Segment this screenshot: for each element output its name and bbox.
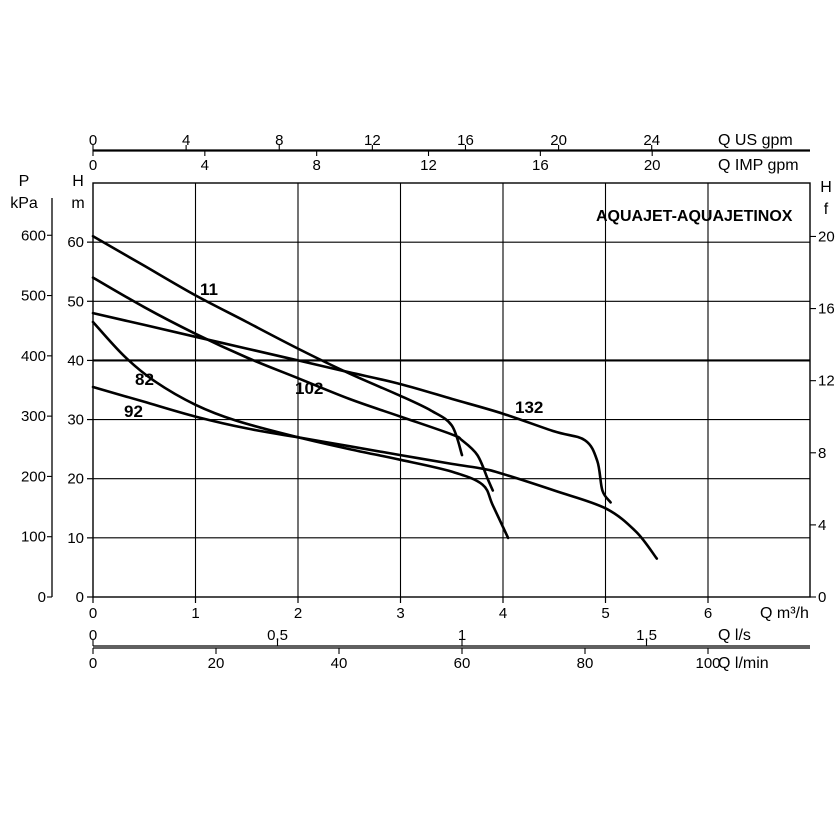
secondary-x-tick-label: 40: [331, 655, 348, 672]
x-tick-label: 6: [704, 605, 712, 622]
secondary-x-tick-label: 0,5: [267, 627, 288, 644]
feet-axis-label-bottom: f: [824, 201, 829, 218]
feet-tick-label: 12: [818, 373, 835, 390]
x-tick-label: 1: [191, 605, 199, 622]
series-line-82: [91, 320, 510, 540]
y-tick-label: 20: [67, 471, 84, 488]
curve-label-132: 132: [515, 398, 543, 417]
kpa-axis-label-top: P: [19, 173, 30, 190]
secondary-x-tick-label: 16: [532, 157, 549, 174]
kpa-tick-label: 500: [21, 288, 46, 305]
secondary-x-tick-label: 60: [454, 655, 471, 672]
kpa-axis-label-bottom: kPa: [10, 195, 38, 212]
chart-title: AQUAJET-AQUAJETINOX: [596, 208, 793, 225]
x-tick-label: 3: [396, 605, 404, 622]
secondary-x-tick-label: 16: [457, 132, 474, 149]
secondary-x-tick-label: 0: [89, 157, 97, 174]
secondary-x-tick-label: 0: [89, 132, 97, 149]
y-axis-label-bottom: m: [71, 195, 84, 212]
curve-label-92: 92: [124, 402, 143, 421]
plot-grid: [93, 183, 810, 597]
kpa-tick-label: 100: [21, 529, 46, 546]
curve-label-11: 11: [200, 280, 218, 299]
secondary-x-axis-label: Q IMP gpm: [718, 157, 799, 174]
secondary-x-tick-label: 20: [644, 157, 661, 174]
kpa-tick-label: 200: [21, 468, 46, 485]
feet-tick-label: 8: [818, 445, 826, 462]
kpa-tick-label: 300: [21, 408, 46, 425]
secondary-x-tick-label: 4: [182, 132, 190, 149]
x-tick-label: 4: [499, 605, 507, 622]
secondary-x-tick-label: 4: [201, 157, 209, 174]
series-line-102: [91, 276, 495, 492]
series-line-92: [91, 385, 659, 560]
x-tick-label: 0: [89, 605, 97, 622]
y-tick-label: 30: [67, 412, 84, 429]
kpa-tick-label: 0: [38, 589, 46, 606]
series-line-11: [91, 234, 464, 457]
y-tick-label: 10: [67, 530, 84, 547]
x-tick-label: 5: [601, 605, 609, 622]
x-tick-label: 2: [294, 605, 302, 622]
plot-frame: [47, 145, 816, 654]
y-axis-label-top: H: [72, 173, 84, 190]
kpa-tick-label: 600: [21, 227, 46, 244]
feet-tick-label: 4: [818, 517, 826, 534]
secondary-x-tick-label: 8: [313, 157, 321, 174]
secondary-x-tick-label: 0: [89, 655, 97, 672]
feet-tick-label: 16: [818, 301, 835, 318]
curve-label-102: 102: [295, 379, 323, 398]
series-line-132: [91, 311, 612, 504]
y-tick-label: 50: [67, 293, 84, 310]
curve-label-82: 82: [135, 370, 154, 389]
secondary-x-tick-label: 12: [420, 157, 437, 174]
secondary-x-axis-label: Q US gpm: [718, 132, 793, 149]
kpa-tick-label: 400: [21, 348, 46, 365]
plot-border: [92, 182, 811, 598]
secondary-x-tick-label: 1: [458, 627, 466, 644]
feet-axis-label-top: H: [820, 179, 832, 196]
feet-tick-label: 0: [818, 589, 826, 606]
secondary-x-tick-label: 1,5: [636, 627, 657, 644]
secondary-x-axis-label: Q l/min: [718, 655, 769, 672]
feet-tick-label: 20: [818, 228, 835, 245]
y-tick-label: 0: [76, 589, 84, 606]
secondary-x-tick-label: 20: [208, 655, 225, 672]
secondary-x-tick-label: 100: [695, 655, 720, 672]
secondary-x-tick-label: 80: [577, 655, 594, 672]
secondary-x-tick-label: 24: [643, 132, 660, 149]
secondary-x-axis-label: Q l/s: [718, 627, 751, 644]
x-axis-label: Q m³/h: [760, 605, 809, 622]
secondary-x-tick-label: 20: [550, 132, 567, 149]
secondary-x-tick-label: 12: [364, 132, 381, 149]
series-group: [91, 234, 659, 560]
secondary-x-tick-label: 0: [89, 627, 97, 644]
y-tick-label: 40: [67, 352, 84, 369]
y-tick-label: 60: [67, 234, 84, 251]
secondary-x-tick-label: 8: [275, 132, 283, 149]
